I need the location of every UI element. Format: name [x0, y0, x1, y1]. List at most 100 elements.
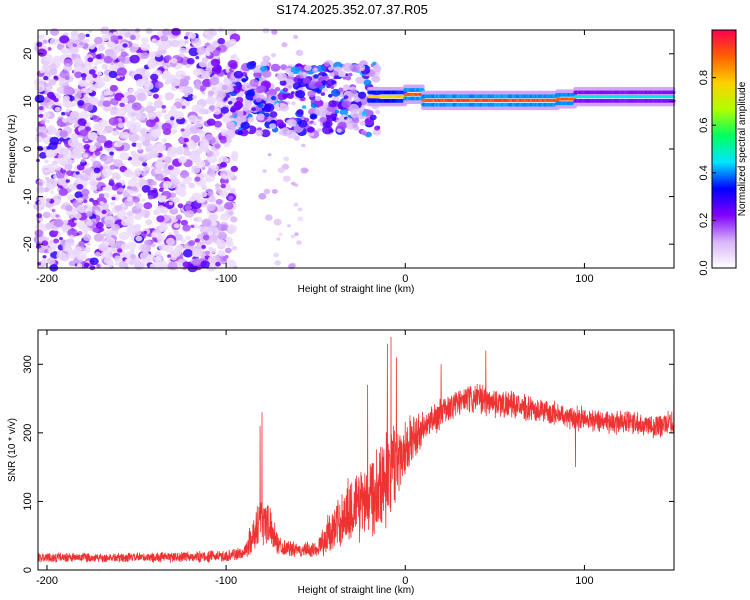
spectrogram-cell — [79, 41, 84, 46]
spectrogram-cell — [182, 261, 190, 268]
spectrogram-cell — [201, 72, 211, 79]
spectrogram-cell — [316, 89, 322, 94]
spectrogram-x-ticks: -200 -100 0 100 — [36, 30, 594, 285]
spectrogram-cell — [167, 165, 174, 171]
spectrogram-cell — [108, 179, 114, 184]
spectrogram-cell — [145, 151, 151, 156]
spectrogram-cell — [230, 216, 238, 223]
spectrogram-cell — [89, 257, 99, 266]
spectrogram-cell — [74, 65, 82, 72]
spectrogram-cell — [47, 247, 55, 253]
spectrogram-cell — [195, 56, 200, 60]
spectrogram-cell — [350, 110, 359, 119]
spectrogram-cell — [328, 100, 337, 108]
spectrogram-cell — [108, 211, 113, 215]
spectrogram-cell — [140, 52, 150, 59]
spectrogram-cell — [207, 154, 218, 164]
spectrogram-cell — [201, 218, 212, 227]
spectrogram-cell — [49, 166, 55, 171]
spectrogram-y-tick-label: 20 — [22, 48, 34, 60]
spectrogram-cell — [70, 102, 76, 107]
spectrogram-cell — [129, 54, 140, 64]
spectrogram-cell — [217, 91, 227, 99]
spectrogram-cell — [282, 175, 291, 182]
spectrogram-cell — [118, 187, 124, 193]
spectrogram-cell — [300, 167, 308, 174]
spectrogram-cell — [185, 235, 192, 241]
spectrogram-cell — [78, 241, 85, 247]
spectrogram-cell — [277, 167, 285, 174]
spectrogram-cell — [196, 208, 203, 214]
spectrogram-cell — [41, 165, 51, 173]
spectrogram-cell — [165, 237, 175, 246]
spectrogram-cell — [201, 91, 206, 95]
spectrogram-cell — [175, 214, 183, 220]
spectrogram-cell — [116, 209, 127, 219]
spectrogram-cell — [301, 143, 306, 148]
spectrogram-cell — [70, 111, 79, 119]
spectrogram-cell — [267, 153, 272, 157]
spectrogram-y-tick-label: 0 — [22, 146, 34, 152]
spectrogram-cell — [93, 167, 101, 174]
spectrogram-cell — [53, 238, 60, 244]
spectrogram-cell — [52, 229, 59, 236]
spectrogram-cell — [179, 170, 190, 179]
spectrogram-cell — [42, 112, 51, 119]
spectrogram-cell — [91, 115, 98, 120]
spectrogram-cell — [301, 105, 307, 109]
figure-title: S174.2025.352.07.37.R05 — [276, 2, 428, 17]
spectrogram-cell — [67, 194, 75, 201]
spectrogram-cell — [161, 105, 166, 109]
spectrogram-cell — [183, 149, 191, 157]
spectrogram-cell — [99, 154, 108, 162]
spectrogram-cell — [206, 96, 216, 105]
spectrogram-cell — [69, 159, 75, 164]
spectrogram-cell — [223, 176, 228, 180]
spectrogram-cell — [117, 248, 123, 253]
spectrogram-cell — [204, 250, 211, 255]
spectrogram-cell — [227, 100, 233, 105]
spectrogram-cell — [273, 218, 282, 226]
spectrogram-cell — [182, 249, 193, 258]
spectrogram-cell — [227, 224, 238, 234]
spectrogram-cell — [226, 259, 237, 268]
colorbar-tick-label: 0.6 — [698, 118, 710, 133]
spectrogram-cell — [176, 39, 187, 48]
spectrogram-cell — [39, 69, 45, 74]
spectrogram-cell — [119, 152, 130, 161]
spectrogram-cell — [230, 40, 235, 45]
spectrogram-cell — [670, 90, 676, 95]
spectrogram-cell — [88, 69, 96, 75]
spectrogram-cell — [174, 233, 184, 241]
spectrogram-cell — [46, 146, 51, 150]
spectrogram-cell — [314, 109, 319, 113]
spectrogram-cell — [42, 96, 51, 103]
spectrogram-cell — [68, 183, 76, 190]
spectrogram-cell — [150, 180, 157, 186]
spectrogram-cell — [230, 107, 237, 113]
spectrogram-y-tick-label: -20 — [22, 236, 34, 252]
spectrogram-cell — [220, 183, 226, 189]
spectrogram-cell — [188, 47, 199, 57]
spectrogram-cell — [147, 101, 153, 107]
snr-frame — [37, 329, 675, 571]
spectrogram-cell — [37, 206, 42, 210]
colorbar-ticks: 0.0 0.2 0.4 0.6 0.8 — [698, 70, 716, 276]
spectrogram-cell — [281, 42, 288, 48]
spectrogram-cell — [93, 36, 103, 45]
spectrogram-cell — [353, 96, 361, 103]
colorbar-gradient — [711, 29, 737, 269]
spectrogram-cell — [192, 259, 201, 267]
spectrogram-cell — [180, 219, 188, 226]
spectrogram-cell — [221, 84, 229, 91]
spectrogram-cell — [302, 72, 307, 76]
spectrogram-cell — [45, 198, 51, 203]
spectrogram-cell — [36, 41, 43, 47]
spectrogram-cell — [103, 90, 111, 96]
spectrogram-cell — [168, 201, 173, 206]
spectrogram-cell — [208, 213, 219, 222]
spectrogram-cell — [104, 34, 109, 38]
spectrogram-cell — [88, 178, 99, 187]
spectrogram-cell — [339, 108, 349, 116]
spectrogram-cell — [326, 79, 335, 86]
